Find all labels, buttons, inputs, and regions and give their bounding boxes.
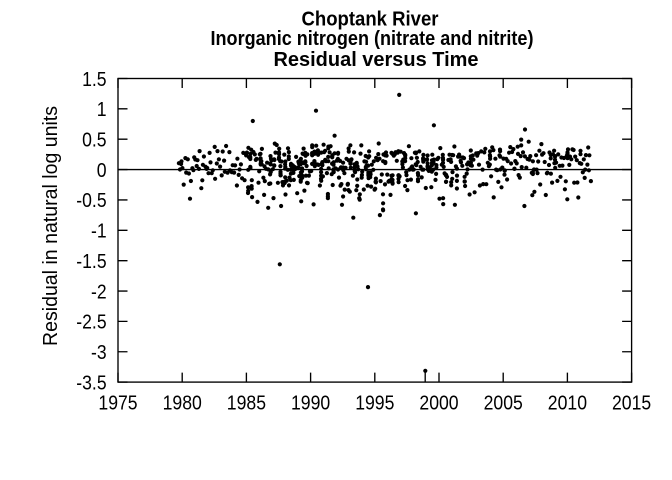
svg-text:Residual versus Time: Residual versus Time (274, 49, 479, 71)
svg-text:1975: 1975 (98, 392, 137, 414)
svg-text:-1: -1 (91, 221, 107, 243)
svg-text:-2.5: -2.5 (76, 312, 106, 334)
svg-text:2000: 2000 (419, 392, 458, 414)
svg-text:Choptank River: Choptank River (302, 8, 439, 30)
svg-text:0: 0 (97, 160, 107, 182)
svg-text:-2: -2 (91, 281, 107, 303)
svg-text:1980: 1980 (163, 392, 202, 414)
svg-text:1995: 1995 (355, 392, 394, 414)
svg-text:0.5: 0.5 (82, 130, 107, 152)
svg-text:2010: 2010 (548, 392, 587, 414)
svg-text:1990: 1990 (291, 392, 330, 414)
svg-text:Residual in natural log units: Residual in natural log units (40, 106, 62, 346)
svg-text:1: 1 (97, 99, 107, 121)
svg-text:1985: 1985 (227, 392, 266, 414)
svg-text:-3: -3 (91, 342, 107, 364)
svg-text:-0.5: -0.5 (76, 190, 106, 212)
svg-text:2015: 2015 (612, 392, 651, 414)
svg-text:-1.5: -1.5 (76, 251, 106, 273)
svg-text:2005: 2005 (484, 392, 523, 414)
svg-text:Inorganic nitrogen (nitrate an: Inorganic nitrogen (nitrate and nitrite) (211, 28, 534, 50)
svg-text:-3.5: -3.5 (76, 372, 106, 394)
svg-text:1.5: 1.5 (82, 69, 107, 91)
